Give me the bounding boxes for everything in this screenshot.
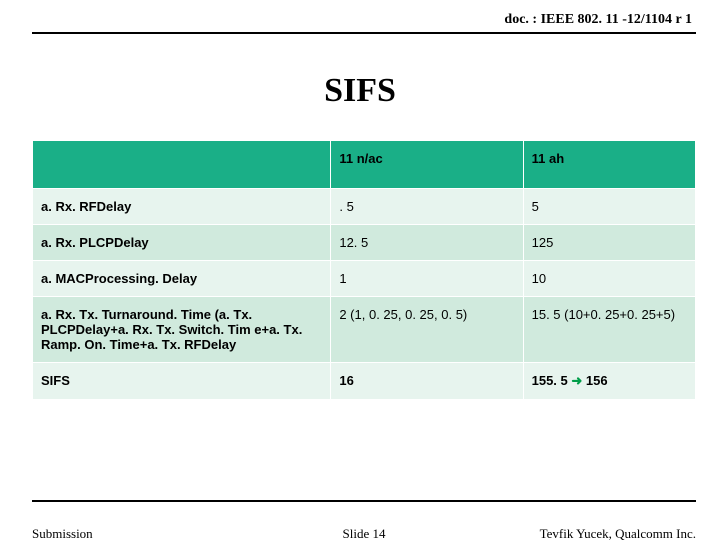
table-cell: a. Rx. PLCPDelay: [33, 225, 331, 261]
table-cell: 10: [523, 261, 695, 297]
table-cell: 12. 5: [331, 225, 523, 261]
sifs-table-container: 11 n/ac 11 ah a. Rx. RFDelay. 55a. Rx. P…: [32, 140, 696, 400]
doc-id: doc. : IEEE 802. 11 -12/1104 r 1: [504, 12, 692, 28]
header-rule: [32, 32, 696, 34]
col-header-0: [33, 141, 331, 189]
table-cell: a. Rx. Tx. Turnaround. Time (a. Tx. PLCP…: [33, 297, 331, 363]
sifs-value-suffix: 156: [582, 373, 607, 388]
table-cell: . 5: [331, 189, 523, 225]
col-header-1: 11 n/ac: [331, 141, 523, 189]
table-row: a. Rx. RFDelay. 55: [33, 189, 696, 225]
table-cell: 155. 5 ➜ 156: [523, 363, 695, 400]
table-header-row: 11 n/ac 11 ah: [33, 141, 696, 189]
page-title: SIFS: [0, 72, 720, 110]
table-cell: 16: [331, 363, 523, 400]
footer-rule: [32, 500, 696, 502]
table-cell: 1: [331, 261, 523, 297]
sifs-table: 11 n/ac 11 ah a. Rx. RFDelay. 55a. Rx. P…: [32, 140, 696, 400]
table-cell: SIFS: [33, 363, 331, 400]
table-row: a. Rx. Tx. Turnaround. Time (a. Tx. PLCP…: [33, 297, 696, 363]
table-row: a. Rx. PLCPDelay12. 5125: [33, 225, 696, 261]
table-row: SIFS16155. 5 ➜ 156: [33, 363, 696, 400]
table-cell: 125: [523, 225, 695, 261]
table-cell: a. Rx. RFDelay: [33, 189, 331, 225]
sifs-value-prefix: 155. 5: [532, 373, 572, 388]
table-cell: 5: [523, 189, 695, 225]
arrow-right-icon: ➜: [571, 373, 582, 388]
col-header-2: 11 ah: [523, 141, 695, 189]
table-row: a. MACProcessing. Delay110: [33, 261, 696, 297]
table-cell: 15. 5 (10+0. 25+0. 25+5): [523, 297, 695, 363]
table-cell: 2 (1, 0. 25, 0. 25, 0. 5): [331, 297, 523, 363]
table-cell: a. MACProcessing. Delay: [33, 261, 331, 297]
